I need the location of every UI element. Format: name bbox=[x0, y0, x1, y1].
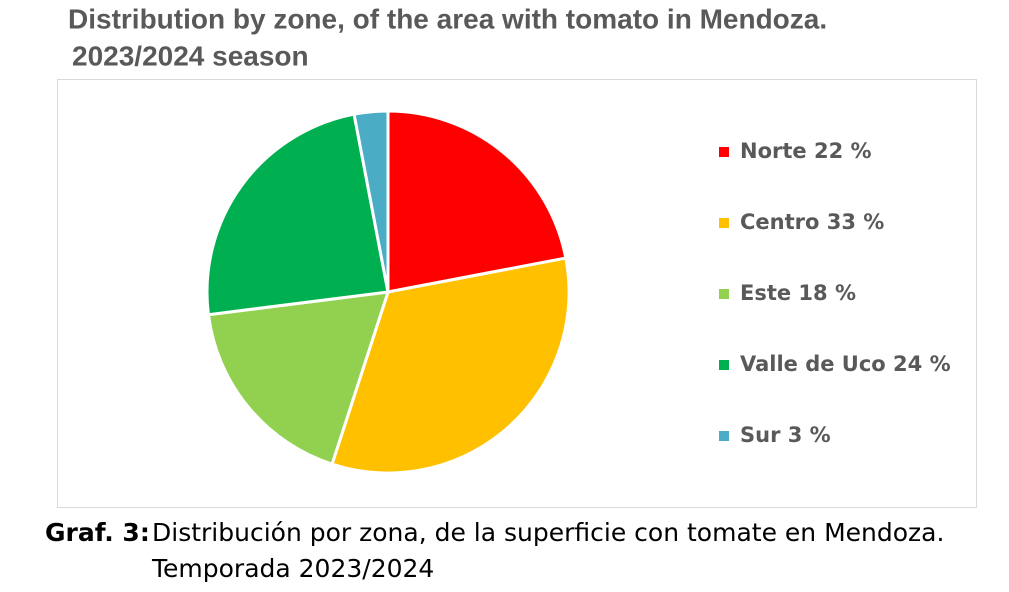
pie-slice bbox=[330, 256, 571, 475]
chart-title: 2023/2024 season bbox=[72, 40, 309, 71]
legend-label: Sur 3 % bbox=[740, 423, 831, 447]
legend-label: Centro 33 % bbox=[740, 210, 884, 234]
legend-swatch bbox=[719, 147, 729, 157]
legend-label: Valle de Uco 24 % bbox=[740, 352, 951, 376]
pie-slice bbox=[352, 109, 390, 293]
legend-swatch bbox=[719, 431, 729, 441]
pie-slice bbox=[386, 109, 568, 294]
pie-slice bbox=[205, 112, 390, 317]
legend-swatch bbox=[719, 289, 729, 299]
caption-text: Temporada 2023/2024 bbox=[151, 554, 434, 583]
legend-swatch bbox=[719, 360, 729, 370]
caption-label: Graf. 3: bbox=[45, 518, 150, 547]
legend-label: Este 18 % bbox=[740, 281, 856, 305]
chart-title: Distribution by zone, of the area with t… bbox=[68, 3, 827, 34]
caption-text: Distribución por zona, de la superficie … bbox=[152, 518, 944, 547]
legend-swatch bbox=[719, 218, 729, 228]
pie-slice bbox=[206, 290, 391, 467]
legend-label: Norte 22 % bbox=[740, 139, 872, 163]
